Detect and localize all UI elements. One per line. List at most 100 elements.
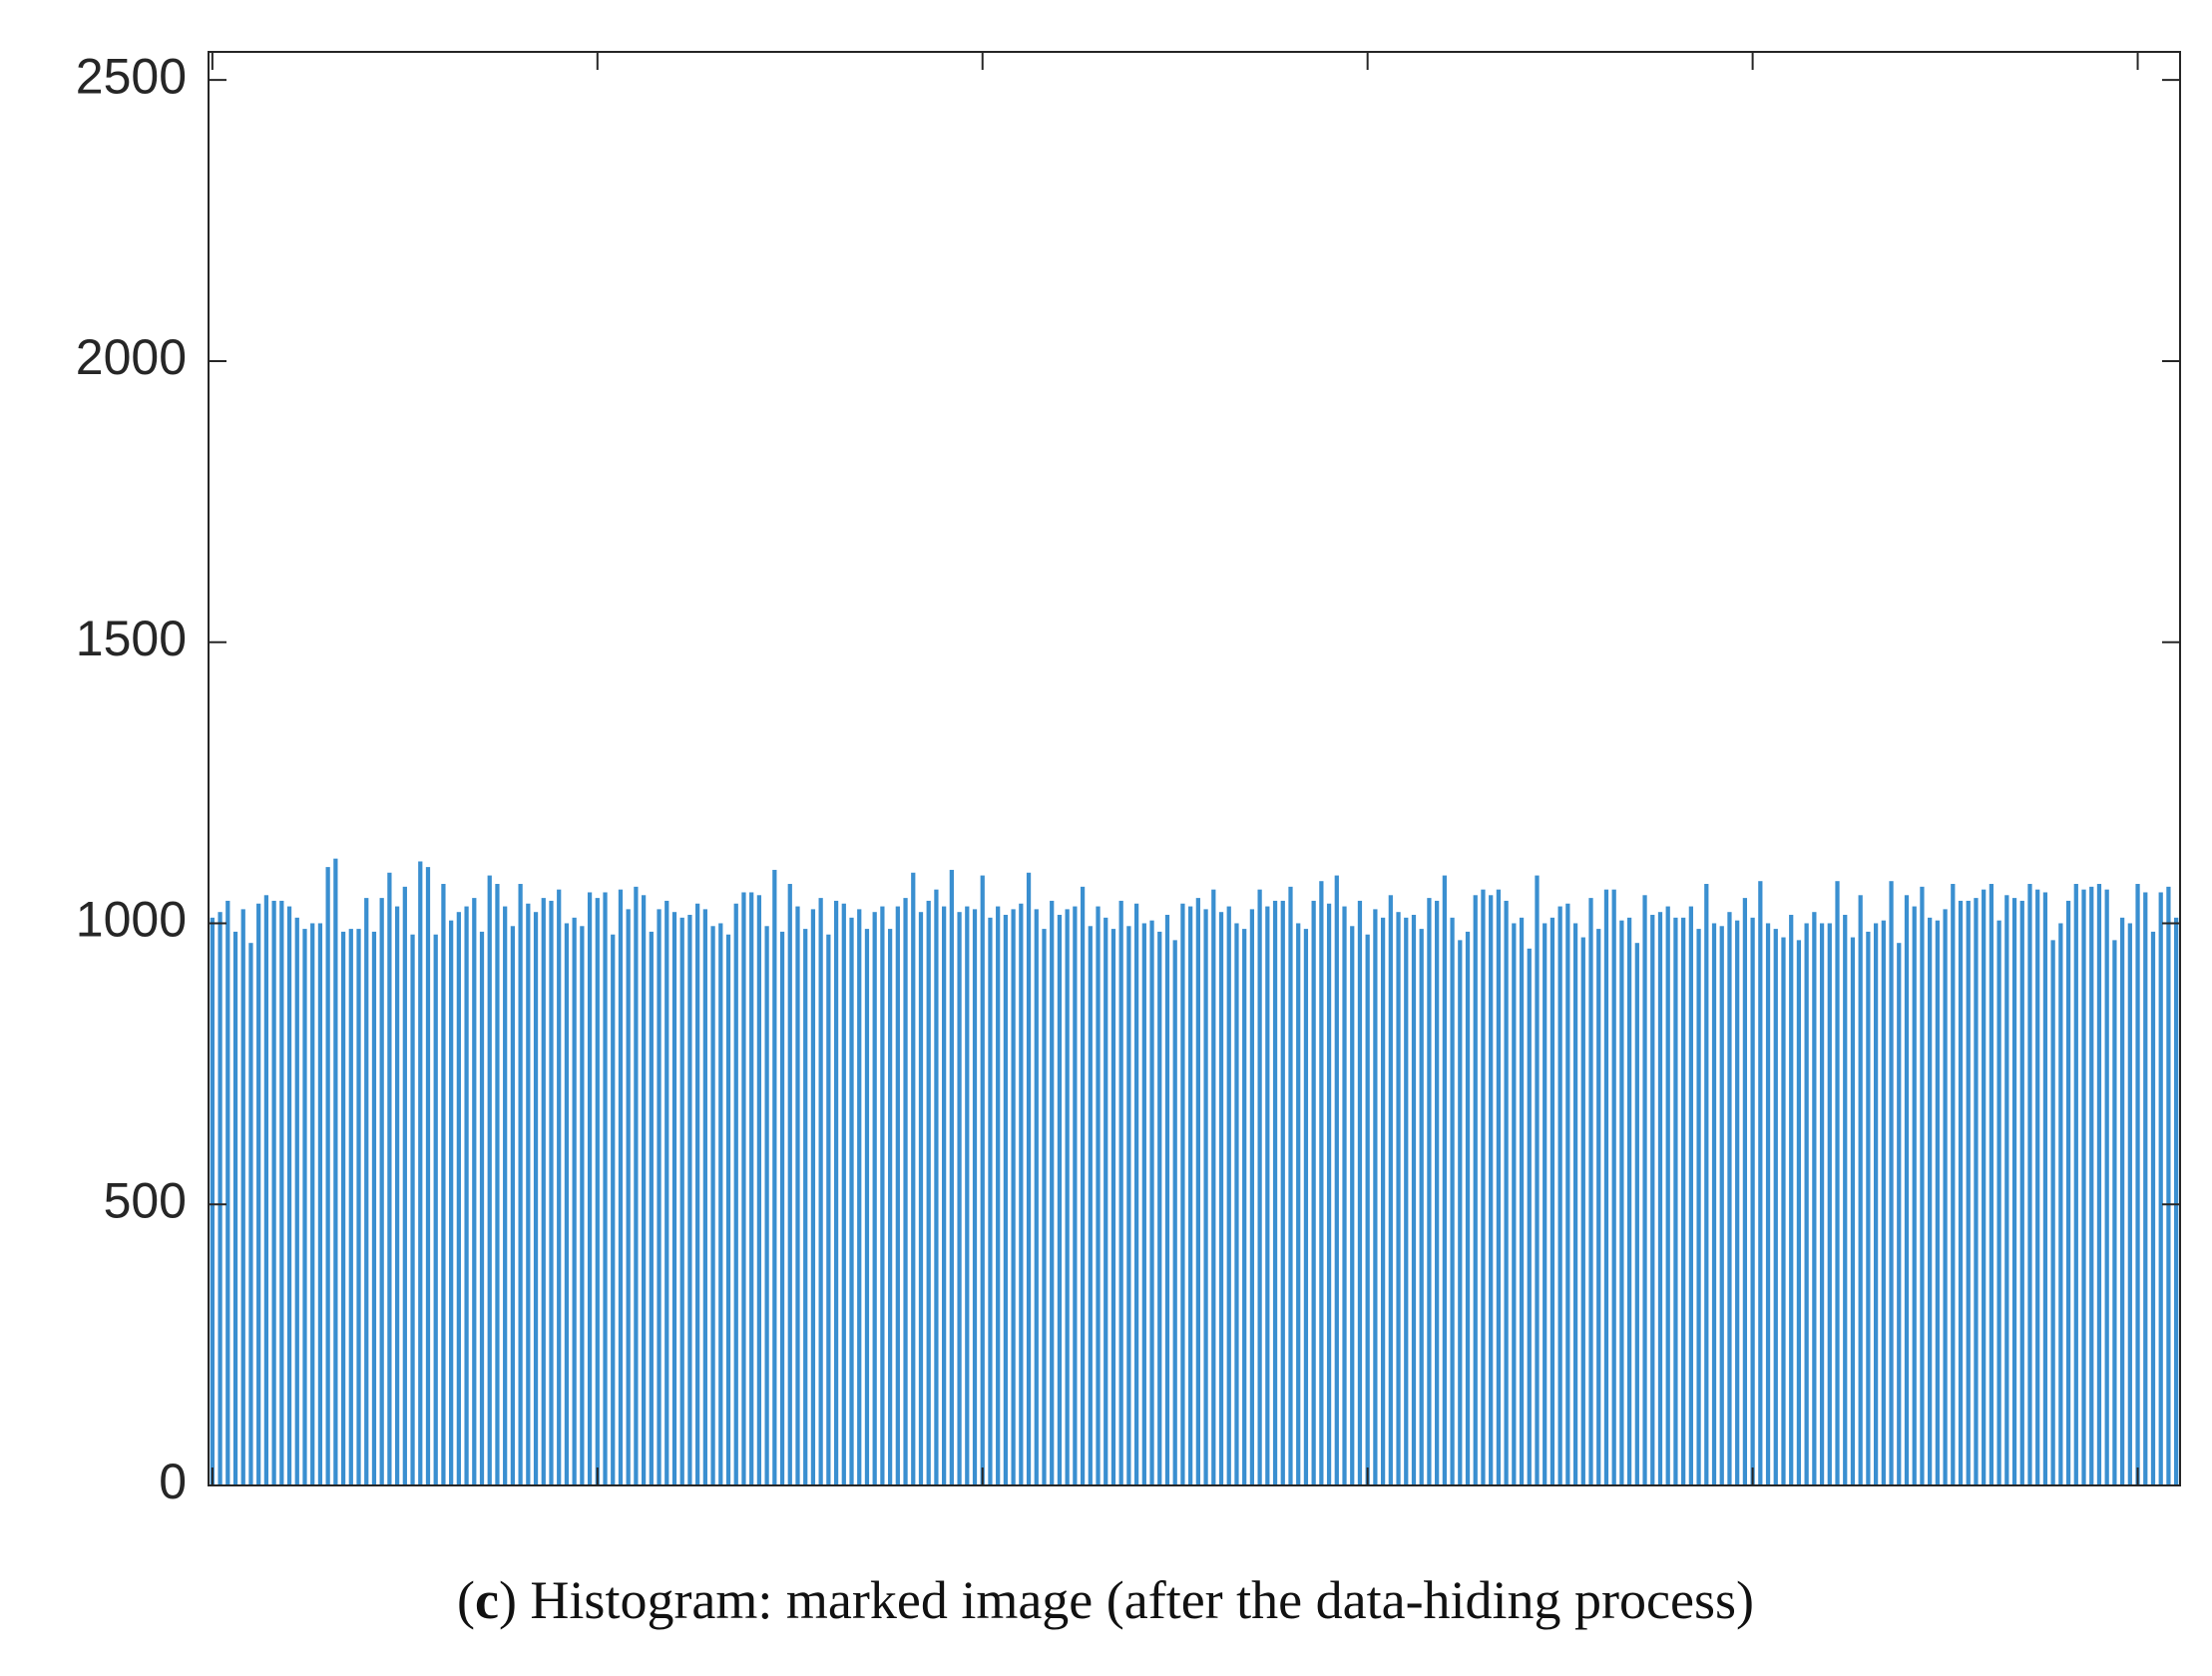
y-tick-label: 1000 bbox=[76, 892, 187, 948]
bar bbox=[795, 906, 800, 1485]
bar bbox=[533, 912, 539, 1485]
bar bbox=[333, 858, 338, 1485]
bar bbox=[803, 929, 808, 1485]
y-tick-label: 0 bbox=[159, 1454, 187, 1509]
bar bbox=[1512, 923, 1517, 1485]
bar bbox=[225, 900, 230, 1485]
y-tick-label: 2000 bbox=[76, 329, 187, 385]
bar bbox=[2150, 931, 2156, 1485]
bar bbox=[2065, 900, 2071, 1485]
bar bbox=[1265, 906, 1270, 1485]
bar bbox=[1850, 937, 1856, 1485]
bar bbox=[980, 875, 985, 1485]
bar bbox=[1535, 875, 1540, 1485]
bar bbox=[1735, 920, 1740, 1485]
bar bbox=[1711, 923, 1717, 1485]
bar bbox=[1442, 875, 1447, 1485]
bar bbox=[1696, 929, 1701, 1485]
bar bbox=[2089, 886, 2094, 1485]
bar bbox=[1642, 895, 1647, 1485]
bar bbox=[348, 929, 353, 1485]
bar bbox=[340, 931, 346, 1485]
bar bbox=[1465, 931, 1471, 1485]
bar bbox=[2143, 892, 2148, 1485]
bar bbox=[1218, 912, 1224, 1485]
bar bbox=[1673, 917, 1678, 1485]
bar bbox=[1350, 926, 1355, 1485]
bar bbox=[1527, 948, 1532, 1485]
bar bbox=[1257, 889, 1262, 1485]
bar bbox=[641, 895, 647, 1485]
bar bbox=[764, 926, 769, 1485]
bar bbox=[325, 867, 330, 1485]
bar bbox=[1928, 917, 1933, 1485]
y-tick-label: 1500 bbox=[76, 611, 187, 666]
bar bbox=[1557, 906, 1562, 1485]
bar bbox=[949, 869, 954, 1485]
bar bbox=[718, 923, 723, 1485]
bar bbox=[572, 917, 577, 1485]
bar bbox=[1796, 940, 1802, 1485]
bar bbox=[364, 898, 369, 1485]
bar bbox=[263, 895, 269, 1485]
bar bbox=[1572, 923, 1578, 1485]
bar bbox=[2166, 886, 2171, 1485]
bar bbox=[1003, 915, 1009, 1485]
bar bbox=[580, 926, 585, 1485]
bar bbox=[1195, 898, 1200, 1485]
bar bbox=[1042, 929, 1047, 1485]
bar bbox=[1226, 906, 1231, 1485]
bar bbox=[1489, 895, 1494, 1485]
bar bbox=[934, 889, 939, 1485]
bar bbox=[1026, 872, 1032, 1485]
bar bbox=[1057, 915, 1063, 1485]
bar bbox=[710, 926, 715, 1485]
bar bbox=[1203, 909, 1208, 1485]
bar bbox=[1050, 900, 1055, 1485]
bar bbox=[595, 898, 600, 1485]
bar bbox=[671, 912, 677, 1485]
bar bbox=[772, 869, 777, 1485]
bar bbox=[1989, 884, 1994, 1485]
bar bbox=[1781, 937, 1786, 1485]
bar bbox=[1588, 898, 1593, 1485]
bar bbox=[857, 909, 862, 1485]
y-tick-label: 2500 bbox=[76, 48, 187, 104]
bar bbox=[2035, 889, 2040, 1485]
bar bbox=[972, 909, 978, 1485]
bar bbox=[903, 898, 908, 1485]
bar bbox=[564, 923, 570, 1485]
bar bbox=[248, 943, 253, 1485]
bar bbox=[1982, 889, 1987, 1485]
bar bbox=[1943, 909, 1948, 1485]
bar bbox=[1296, 923, 1301, 1485]
bar bbox=[826, 934, 831, 1485]
bar bbox=[779, 931, 785, 1485]
bar bbox=[618, 889, 624, 1485]
bar bbox=[880, 906, 885, 1485]
bar bbox=[733, 903, 738, 1485]
bar bbox=[487, 875, 492, 1485]
bar bbox=[1180, 903, 1185, 1485]
bar bbox=[1827, 923, 1832, 1485]
bar bbox=[1519, 917, 1525, 1485]
bar bbox=[957, 912, 962, 1485]
bar bbox=[1388, 895, 1393, 1485]
bar bbox=[1758, 881, 1763, 1485]
bar bbox=[1596, 929, 1601, 1485]
bar bbox=[2104, 889, 2109, 1485]
bar bbox=[394, 906, 400, 1485]
bar bbox=[1657, 912, 1663, 1485]
bar bbox=[911, 872, 916, 1485]
bar bbox=[1974, 898, 1979, 1485]
bar bbox=[895, 906, 900, 1485]
bar bbox=[1866, 931, 1871, 1485]
bar bbox=[1073, 906, 1078, 1485]
bar bbox=[1373, 909, 1378, 1485]
bar bbox=[965, 906, 970, 1485]
bar bbox=[1704, 884, 1709, 1485]
bar bbox=[1935, 920, 1940, 1485]
bar bbox=[1411, 915, 1417, 1485]
bar bbox=[286, 906, 292, 1485]
bar bbox=[1650, 915, 1655, 1485]
